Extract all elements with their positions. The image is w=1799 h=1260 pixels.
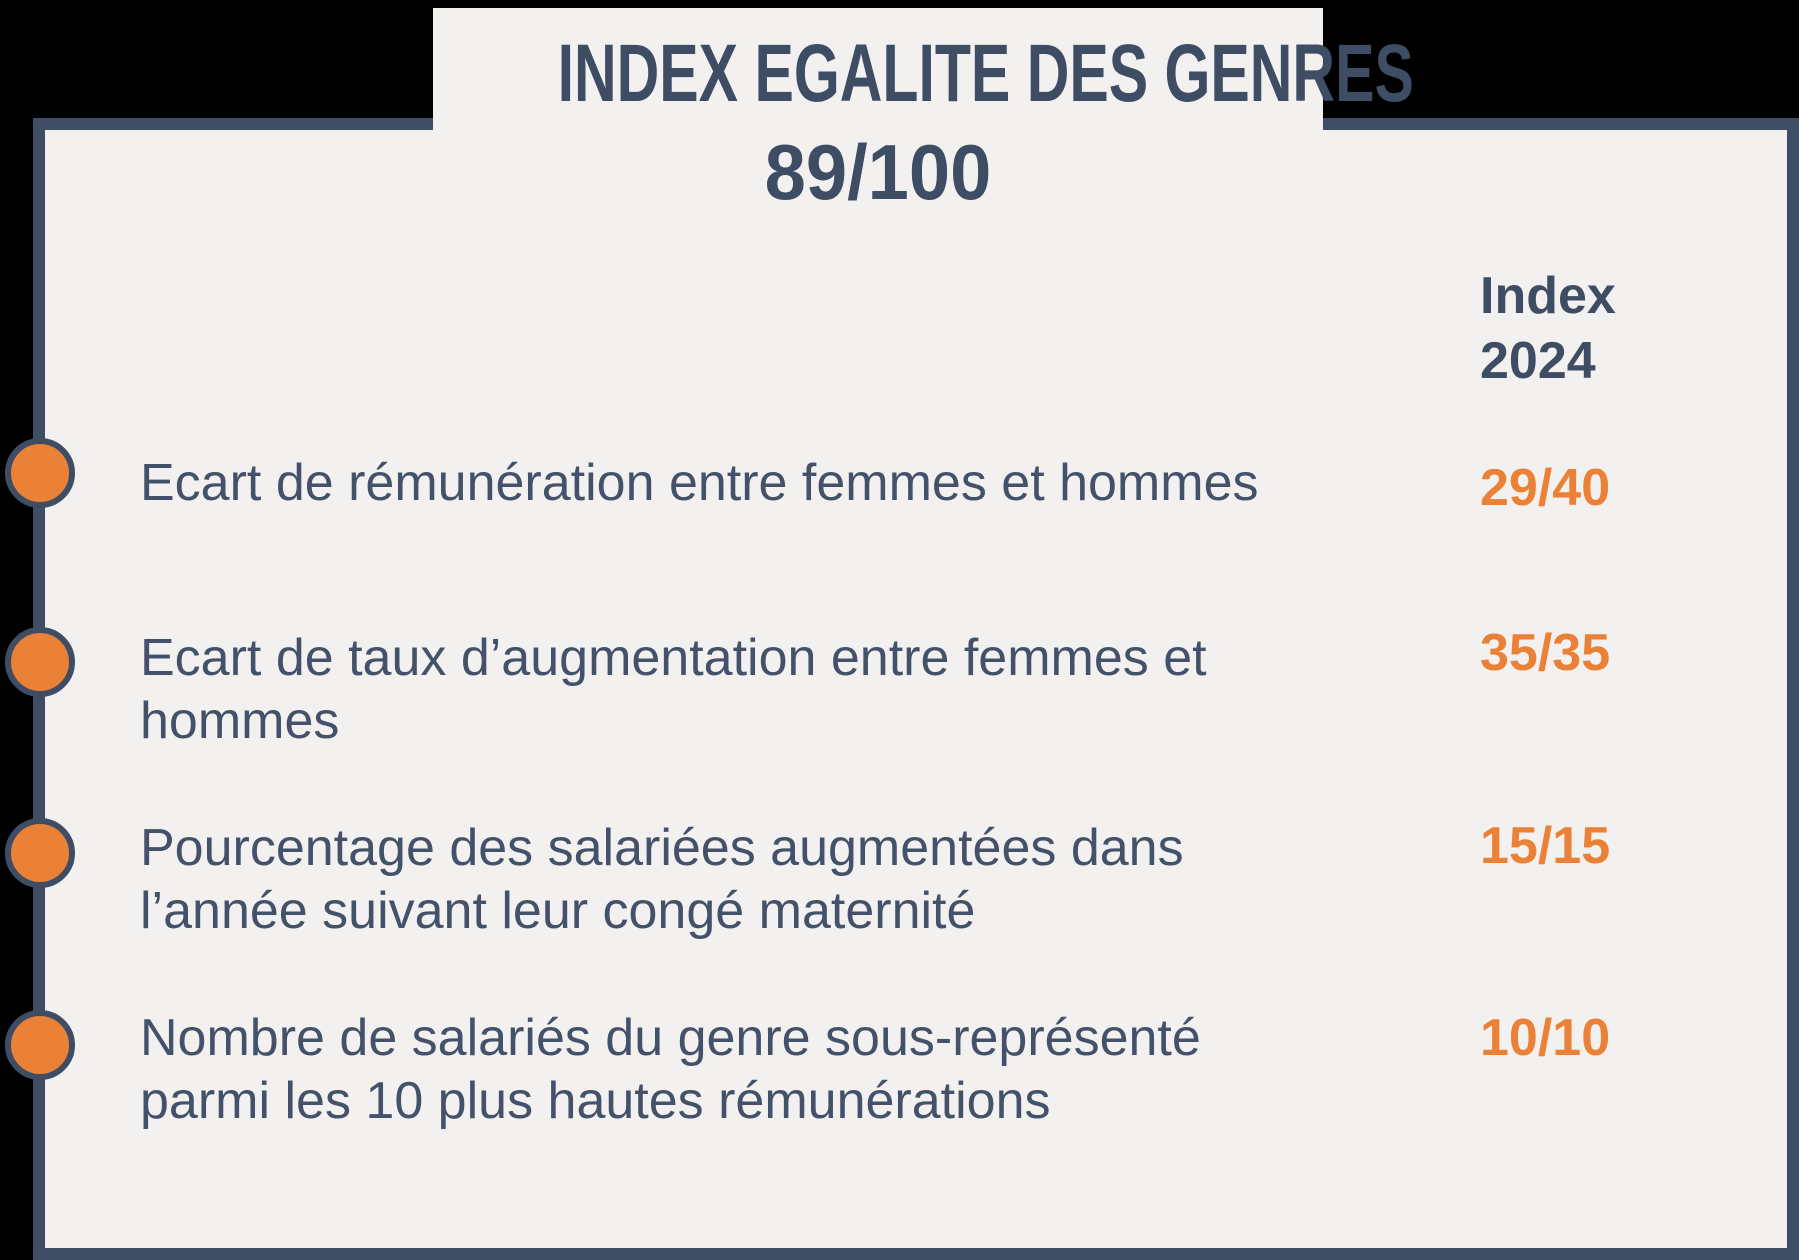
column-header-line1: Index (1480, 267, 1616, 325)
page-title: INDEX EGALITE DES GENRES (557, 28, 1414, 119)
column-header-index-2024: Index 2024 (1480, 264, 1616, 394)
row-score-conge-maternite: 15/15 (1480, 817, 1611, 875)
score-card (33, 118, 1799, 1260)
column-header-line2: 2024 (1480, 332, 1596, 390)
row-score-augmentation: 35/35 (1480, 624, 1611, 682)
bullet-circle-icon (5, 438, 75, 508)
bullet-circle-icon (5, 818, 75, 888)
row-label-hautes-remunerations: Nombre de salariés du genre sous-représe… (140, 1009, 1201, 1130)
bullet-circle-icon (5, 627, 75, 697)
row-label-augmentation: Ecart de taux d’augmentation entre femme… (140, 629, 1207, 750)
row-label-remuneration: Ecart de rémunération entre femmes et ho… (140, 454, 1259, 512)
title-box: INDEX EGALITE DES GENRES 89/100 (433, 8, 1414, 238)
row-score-hautes-remunerations: 10/10 (1480, 1009, 1611, 1067)
row-score-remuneration: 29/40 (1480, 459, 1611, 517)
overall-score: 89/100 (764, 128, 992, 216)
row-label-conge-maternite: Pourcentage des salariées augmentées dan… (140, 819, 1184, 940)
bullet-circle-icon (5, 1010, 75, 1080)
